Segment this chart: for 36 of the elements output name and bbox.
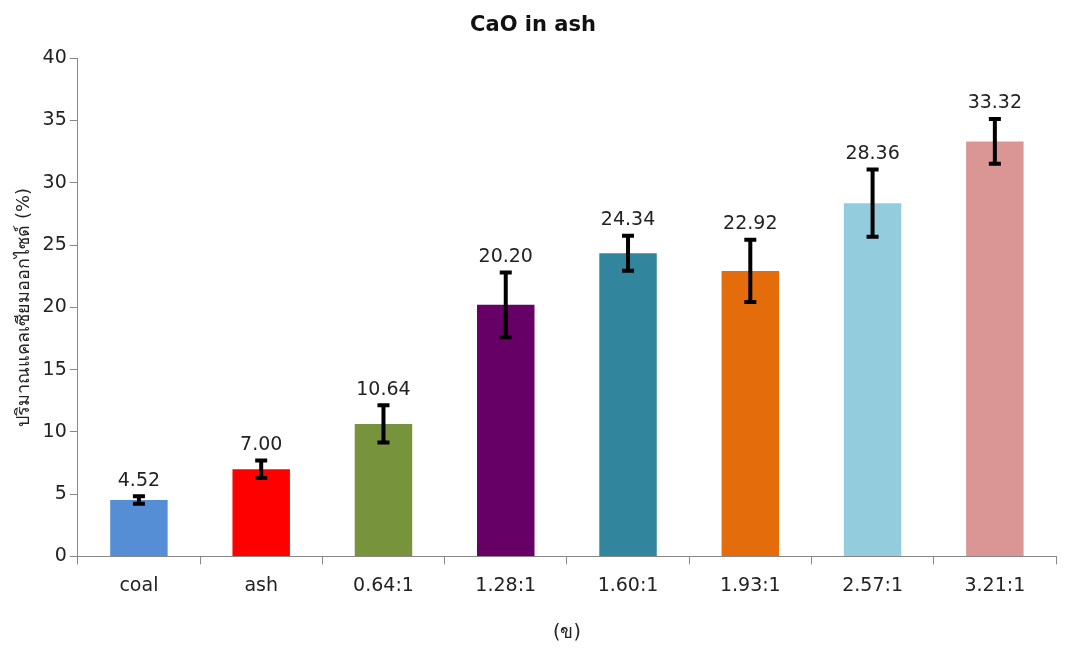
y-tick-label: 40 [42,45,67,68]
bar [354,423,413,556]
data-label: 7.00 [240,431,283,454]
x-tick-label: coal [119,572,159,595]
data-label: 20.20 [478,243,533,266]
bar [110,500,168,556]
x-tick-label: ash [244,572,278,595]
x-tick-label: 3.21:1 [964,572,1026,595]
data-label: 28.36 [845,140,900,163]
x-axis-title: (ข) [552,619,581,642]
y-axis-title: ปริมาณแคลเซียมออกไซด์ (%) [12,187,34,427]
y-tick-label: 20 [42,294,67,317]
chart-title: CaO in ash [470,12,596,37]
data-label: 24.34 [600,207,656,230]
y-tick-label: 35 [42,107,67,130]
bar [599,253,657,556]
y-tick-label: 5 [54,481,67,504]
bar [232,469,290,556]
data-label: 4.52 [117,467,161,490]
data-label: 10.64 [356,376,411,399]
x-tick-label: 1.28:1 [475,572,537,595]
x-tick-label: 0.64:1 [353,572,414,595]
x-tick-label: 1.60:1 [597,572,659,595]
bar [477,304,535,556]
data-label: 33.32 [967,90,1023,113]
data-label: 22.92 [723,211,778,234]
x-tick-label: 1.93:1 [719,572,781,595]
y-tick-label: 25 [42,231,67,254]
y-tick-label: 0 [54,543,67,566]
bar [843,203,902,556]
bar [721,270,780,556]
y-tick-label: 30 [42,169,67,192]
bar [966,141,1024,556]
x-tick-label: 2.57:1 [842,572,903,595]
y-tick-label: 10 [42,418,67,441]
y-tick-label: 15 [42,356,67,379]
